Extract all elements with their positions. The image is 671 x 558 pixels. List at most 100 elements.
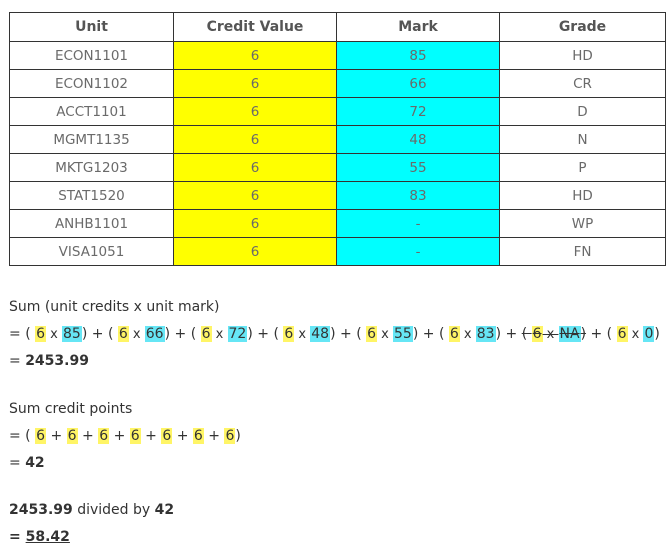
paren-close: )	[412, 326, 419, 342]
credit-highlight: 6	[448, 326, 460, 342]
sum-credits-result-line: = 42	[9, 453, 45, 473]
plus-operator: +	[172, 428, 193, 444]
gpa-result-prefix: =	[9, 529, 26, 545]
equals-sign: = (	[9, 428, 36, 444]
paren-close: )	[330, 326, 336, 342]
credit-highlight: 6	[129, 428, 141, 444]
unit-cell: ECON1101	[9, 41, 174, 70]
credit-cell: 6	[173, 125, 337, 154]
mark-highlight: 66	[144, 326, 165, 342]
sum-products-label: Sum (unit credits x unit mark)	[9, 299, 220, 315]
plus-operator: +	[418, 326, 439, 342]
plus-operator: +	[501, 326, 522, 342]
grade-cell: HD	[499, 41, 666, 70]
paren-open: (	[25, 326, 36, 342]
product-term: ( 6 x 0)	[607, 326, 660, 342]
paren-close: )	[580, 326, 587, 342]
table-row: ACCT1101 6 72 D	[9, 97, 666, 126]
credit-highlight: 6	[616, 326, 628, 342]
mark-cell: 85	[336, 41, 500, 70]
table-row: MKTG1203 6 55 P	[9, 153, 666, 182]
unit-cell: MGMT1135	[9, 125, 174, 154]
table-row: VISA1051 6- FN	[9, 237, 666, 266]
table-row: ANHB1101 6- WP	[9, 209, 666, 238]
mark-cell: 83	[336, 181, 500, 210]
equals-sign: =	[9, 326, 26, 342]
table-row: STAT1520 6 83 HD	[9, 181, 666, 210]
paren-close: )	[164, 326, 171, 342]
paren-open: (	[521, 326, 532, 342]
credit-cell: 6	[173, 97, 337, 126]
product-term: ( 6 x 85)	[25, 326, 87, 342]
plus-operator: +	[77, 428, 99, 444]
table-header-row: Unit Credit Value Mark Grade	[9, 12, 666, 42]
header-unit: Unit	[9, 12, 174, 42]
credit-highlight: 6	[66, 428, 78, 444]
sum-credits-expression: = ( 6 + 6 + 6 + 6 + 6 + 6 + 6)	[9, 426, 241, 446]
division-line: 2453.99 divided by 42	[9, 500, 174, 520]
unit-cell: VISA1051	[9, 237, 174, 266]
plus-operator: +	[335, 326, 357, 342]
product-term: ( 6 x 66)	[108, 326, 170, 342]
credit-cell: 6	[173, 41, 337, 70]
credit-highlight: 6	[531, 326, 543, 342]
credit-cell: 6	[173, 181, 337, 210]
sum-credits-result: 42	[25, 455, 45, 471]
division-denominator: 42	[154, 502, 175, 518]
sum-products-result-prefix: =	[9, 353, 26, 369]
times-operator: x	[211, 327, 228, 342]
table-row: ECON1101 6 85 HD	[9, 41, 666, 70]
unit-cell: ECON1102	[9, 69, 174, 98]
paren-open: (	[107, 326, 118, 342]
paren-open: (	[606, 326, 617, 342]
unit-cell: ACCT1101	[9, 97, 174, 126]
mark-cell: 48	[336, 125, 500, 154]
times-operator: x	[377, 327, 393, 342]
plus-operator: +	[252, 326, 274, 342]
grade-cell: P	[499, 153, 666, 182]
paren-close: )	[654, 326, 660, 342]
grade-cell: D	[499, 97, 666, 126]
unit-cell: MKTG1203	[9, 153, 174, 182]
plus-operator: +	[109, 428, 130, 444]
division-numerator: 2453.99	[9, 502, 73, 518]
gpa-result: 58.42	[25, 529, 70, 545]
mark-cell: 66	[336, 69, 500, 98]
header-grade: Grade	[499, 12, 666, 42]
credit-highlight: 6	[192, 428, 204, 444]
unit-cell: STAT1520	[9, 181, 174, 210]
sum-products-result: 2453.99	[25, 353, 89, 369]
grade-cell: CR	[499, 69, 666, 98]
paren-open: (	[356, 326, 367, 342]
product-term: ( 6 x NA)	[522, 326, 586, 342]
times-operator: x	[542, 327, 559, 342]
credit-highlight: 6	[35, 326, 47, 342]
sum-products-expression: = ( 6 x 85) + ( 6 x 66) + ( 6 x 72) + ( …	[9, 324, 660, 345]
plus-operator: +	[46, 428, 67, 444]
credit-highlight: 6	[224, 428, 236, 444]
mark-highlight: 83	[475, 326, 496, 342]
header-credit-value: Credit Value	[173, 12, 337, 42]
product-term: ( 6 x 55)	[356, 326, 418, 342]
table-row: MGMT1135 6 48 N	[9, 125, 666, 154]
paren-open: (	[438, 326, 449, 342]
grades-table: Unit Credit Value Mark Grade ECON1101 6 85…	[9, 12, 666, 266]
unit-cell: ANHB1101	[9, 209, 174, 238]
table-row: ECON1102 6 66 CR	[9, 69, 666, 98]
times-operator: x	[128, 327, 145, 342]
division-text: divided by	[72, 502, 155, 518]
mark-cell: -	[336, 237, 500, 266]
mark-highlight: 85	[62, 326, 82, 342]
paren-close: )	[247, 326, 253, 342]
mark-cell: 55	[336, 153, 500, 182]
paren-close: )	[81, 326, 88, 342]
mark-highlight: 72	[227, 326, 248, 342]
credit-highlight: 6	[200, 326, 212, 342]
product-term: ( 6 x 83)	[439, 326, 501, 342]
sum-credits-result-prefix: =	[9, 455, 26, 471]
mark-highlight: 48	[310, 326, 331, 342]
credit-highlight: 6	[35, 428, 47, 444]
credit-cell: 6	[173, 209, 337, 238]
sum-credits-label: Sum credit points	[9, 401, 133, 417]
header-mark: Mark	[336, 12, 500, 42]
